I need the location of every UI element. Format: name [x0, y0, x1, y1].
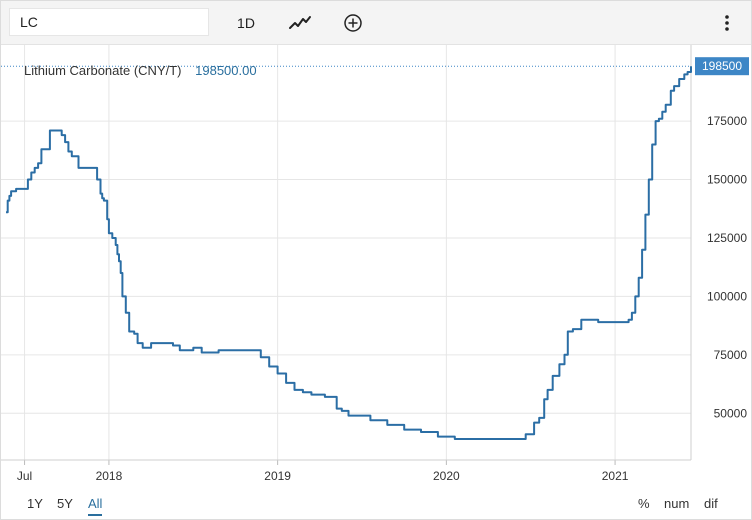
range-5y-button[interactable]: 5Y [57, 496, 73, 511]
price-series-line [6, 66, 692, 440]
x-tick-label: 2018 [96, 469, 123, 483]
x-tick-label: 2020 [433, 469, 460, 483]
line-chart-icon [289, 16, 311, 29]
legend-series-value: 198500.00 [195, 63, 257, 78]
y-tick-label: 50000 [714, 406, 748, 420]
toolbar: 1D [1, 1, 751, 45]
y-tick-label: 125000 [707, 231, 747, 245]
range-dropdown-button[interactable]: 1D [237, 15, 255, 31]
plus-circle-icon [344, 14, 362, 32]
difference-mode-button[interactable]: dif [704, 496, 718, 511]
footer-bar: 1Y 5Y All % num dif [1, 493, 751, 519]
x-tick-label: Jul [17, 469, 32, 483]
range-all-button[interactable]: All [88, 496, 103, 516]
last-value-label: 198500 [702, 59, 742, 73]
y-tick-label: 150000 [707, 173, 747, 187]
price-chart[interactable]: 50000 75000 100000 125000 150000 175000 Jul 201… [1, 45, 751, 493]
x-tick-label: 2019 [264, 469, 291, 483]
last-value-badge [695, 57, 749, 76]
y-tick-label: 75000 [714, 348, 748, 362]
y-tick-label: 100000 [707, 289, 747, 303]
range-1y-button[interactable]: 1Y [27, 496, 43, 511]
vertical-ellipsis-icon [725, 15, 729, 31]
legend: Lithium Carbonate (CNY/T) 198500.00 [24, 63, 257, 78]
chart-type-button[interactable] [285, 9, 315, 37]
number-mode-button[interactable]: num [664, 496, 690, 511]
add-comparison-button[interactable] [341, 9, 365, 37]
percent-mode-button[interactable]: % [638, 496, 650, 511]
y-tick-label: 175000 [707, 114, 747, 128]
more-options-button[interactable] [717, 9, 737, 37]
legend-series-name: Lithium Carbonate (CNY/T) [24, 63, 182, 78]
x-tick-label: 2021 [602, 469, 629, 483]
symbol-input[interactable] [9, 8, 209, 36]
